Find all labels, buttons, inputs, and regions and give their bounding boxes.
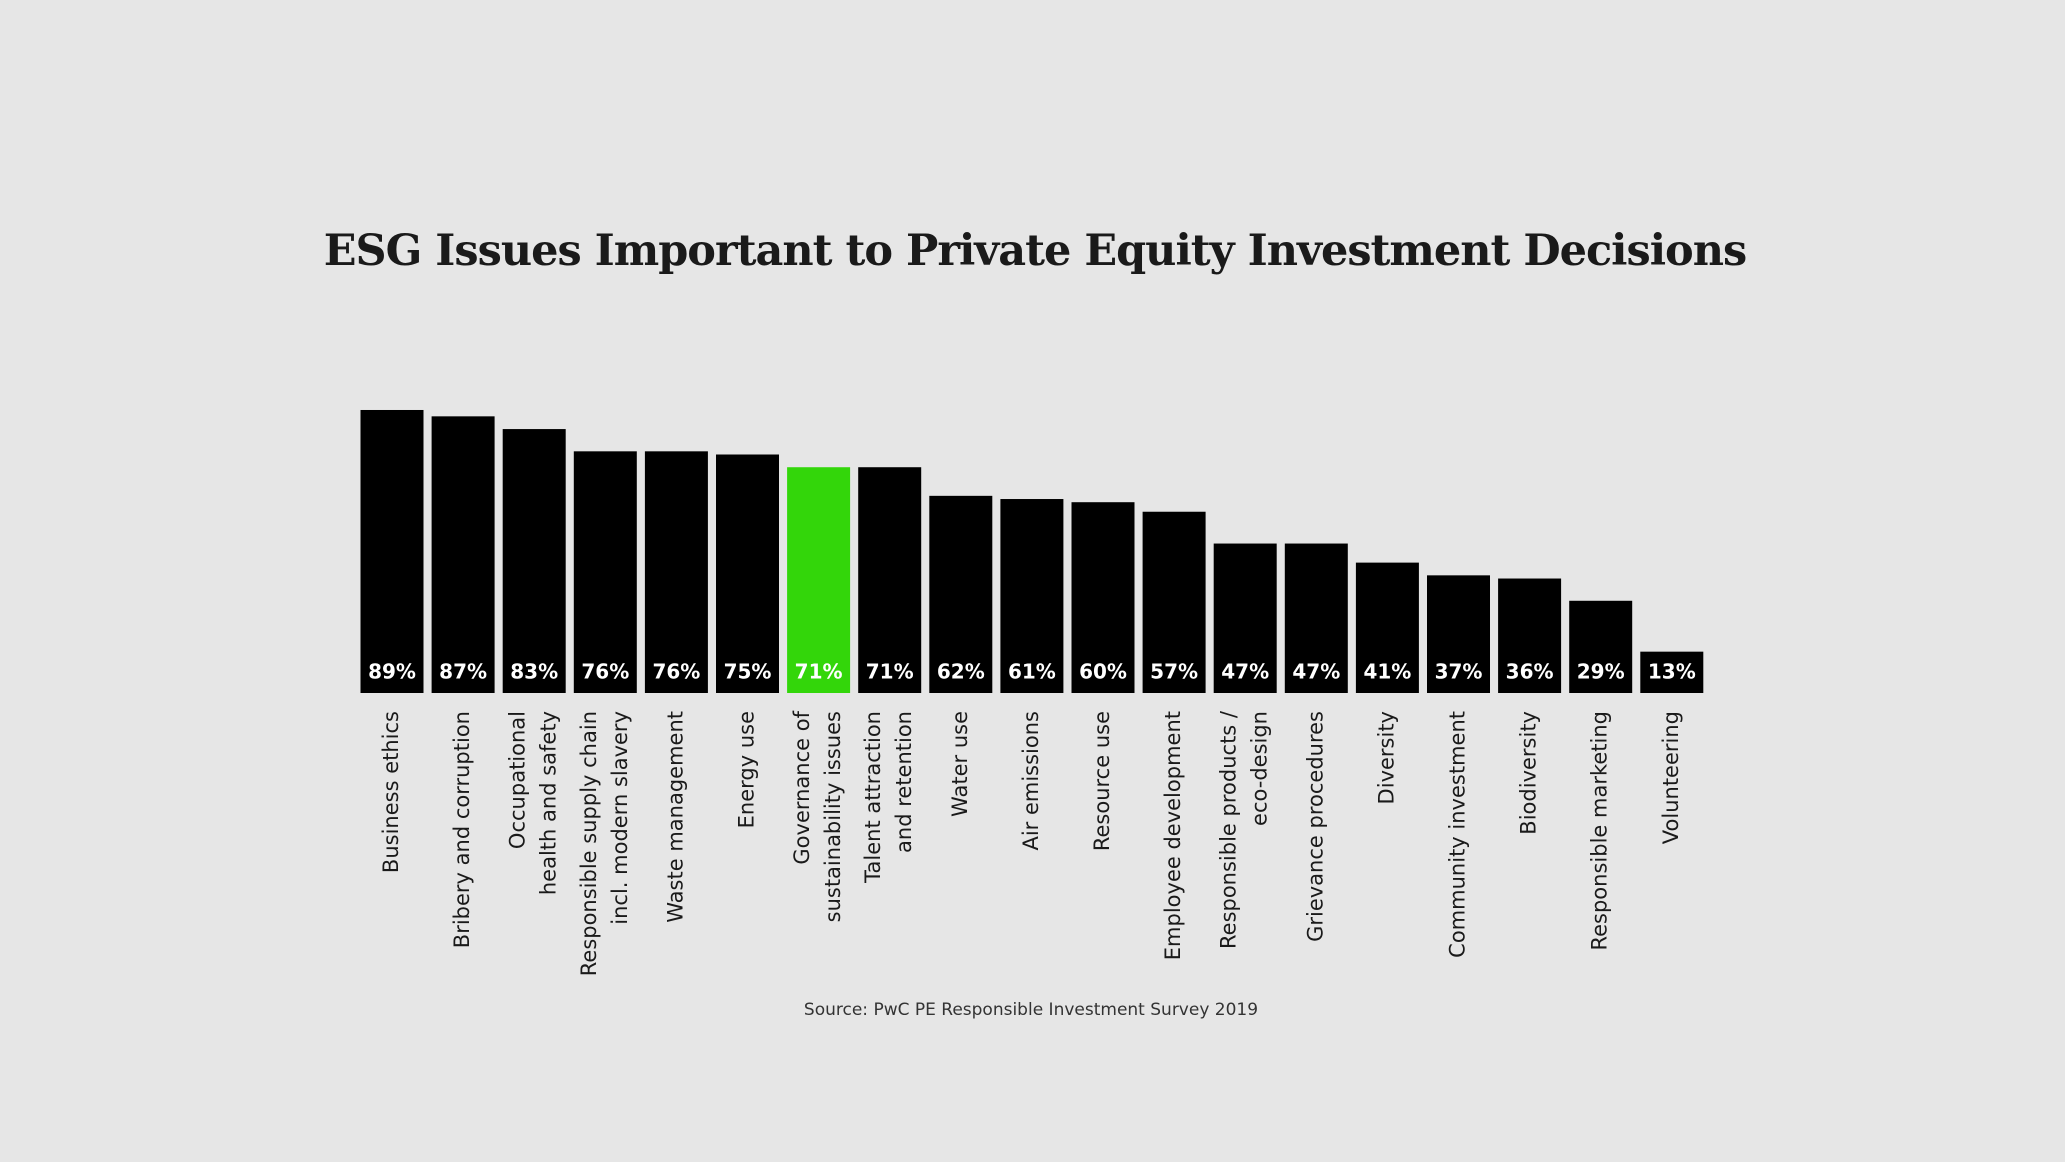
category-label: Governance of sustainability issues — [790, 710, 845, 922]
category-label: Occupational health and safety — [506, 711, 561, 895]
category-label: Water use — [948, 711, 972, 817]
bar — [716, 454, 779, 693]
value-label: 37% — [1435, 660, 1483, 684]
value-label: 75% — [724, 660, 772, 684]
category-label: Waste management — [663, 711, 687, 923]
source-note: Source: PwC PE Responsible Investment Su… — [804, 1000, 1258, 1020]
value-label: 87% — [439, 660, 487, 684]
category-label: Energy use — [735, 711, 759, 828]
value-label: 61% — [1008, 660, 1056, 684]
category-label: Talent attraction and retention — [861, 711, 916, 884]
category-label: Bribery and corruption — [450, 711, 474, 948]
value-label: 71% — [795, 660, 843, 684]
value-label: 36% — [1506, 660, 1554, 684]
bar — [502, 429, 566, 693]
value-label: 41% — [1363, 660, 1411, 684]
bar — [1498, 578, 1562, 693]
category-label: Resource use — [1090, 711, 1114, 851]
value-label: 47% — [1221, 660, 1269, 684]
bar — [1355, 562, 1419, 693]
bar — [929, 495, 993, 693]
bar — [1142, 511, 1206, 693]
value-label: 76% — [652, 660, 700, 684]
bar — [1427, 575, 1490, 693]
bar — [1569, 600, 1633, 693]
value-label: 29% — [1577, 660, 1625, 684]
chart-title: ESG Issues Important to Private Equity I… — [324, 226, 1746, 276]
bar — [1284, 543, 1348, 693]
bar — [431, 416, 495, 693]
bar — [360, 409, 424, 693]
value-label: 71% — [866, 660, 914, 684]
value-label: 47% — [1292, 660, 1340, 684]
bar — [858, 467, 922, 693]
value-label: 57% — [1150, 660, 1198, 684]
bar — [1000, 499, 1064, 693]
category-label: Business ethics — [379, 711, 403, 873]
bar — [1071, 502, 1135, 693]
category-label: Grievance procedures — [1303, 711, 1327, 942]
bar — [644, 451, 708, 693]
value-label: 62% — [937, 660, 985, 684]
category-label: Volunteering — [1659, 711, 1683, 844]
category-label: Air emissions — [1019, 711, 1043, 851]
category-label: Diversity — [1374, 711, 1398, 804]
category-label: Responsible supply chain incl. modern sla… — [577, 711, 632, 976]
category-label: Employee development — [1161, 711, 1185, 960]
category-label: Responsible products / eco-design — [1217, 710, 1272, 949]
bar — [787, 467, 851, 693]
bar — [1213, 543, 1277, 693]
value-label: 60% — [1079, 660, 1127, 684]
value-label: 89% — [368, 660, 416, 684]
category-label: Responsible marketing — [1588, 711, 1612, 951]
value-label: 76% — [581, 660, 629, 684]
value-label: 13% — [1648, 660, 1696, 684]
category-label: Community investment — [1446, 711, 1470, 958]
category-label: Biodiversity — [1517, 711, 1541, 835]
bar — [1640, 651, 1704, 693]
value-label: 83% — [510, 660, 558, 684]
bar — [573, 451, 637, 693]
